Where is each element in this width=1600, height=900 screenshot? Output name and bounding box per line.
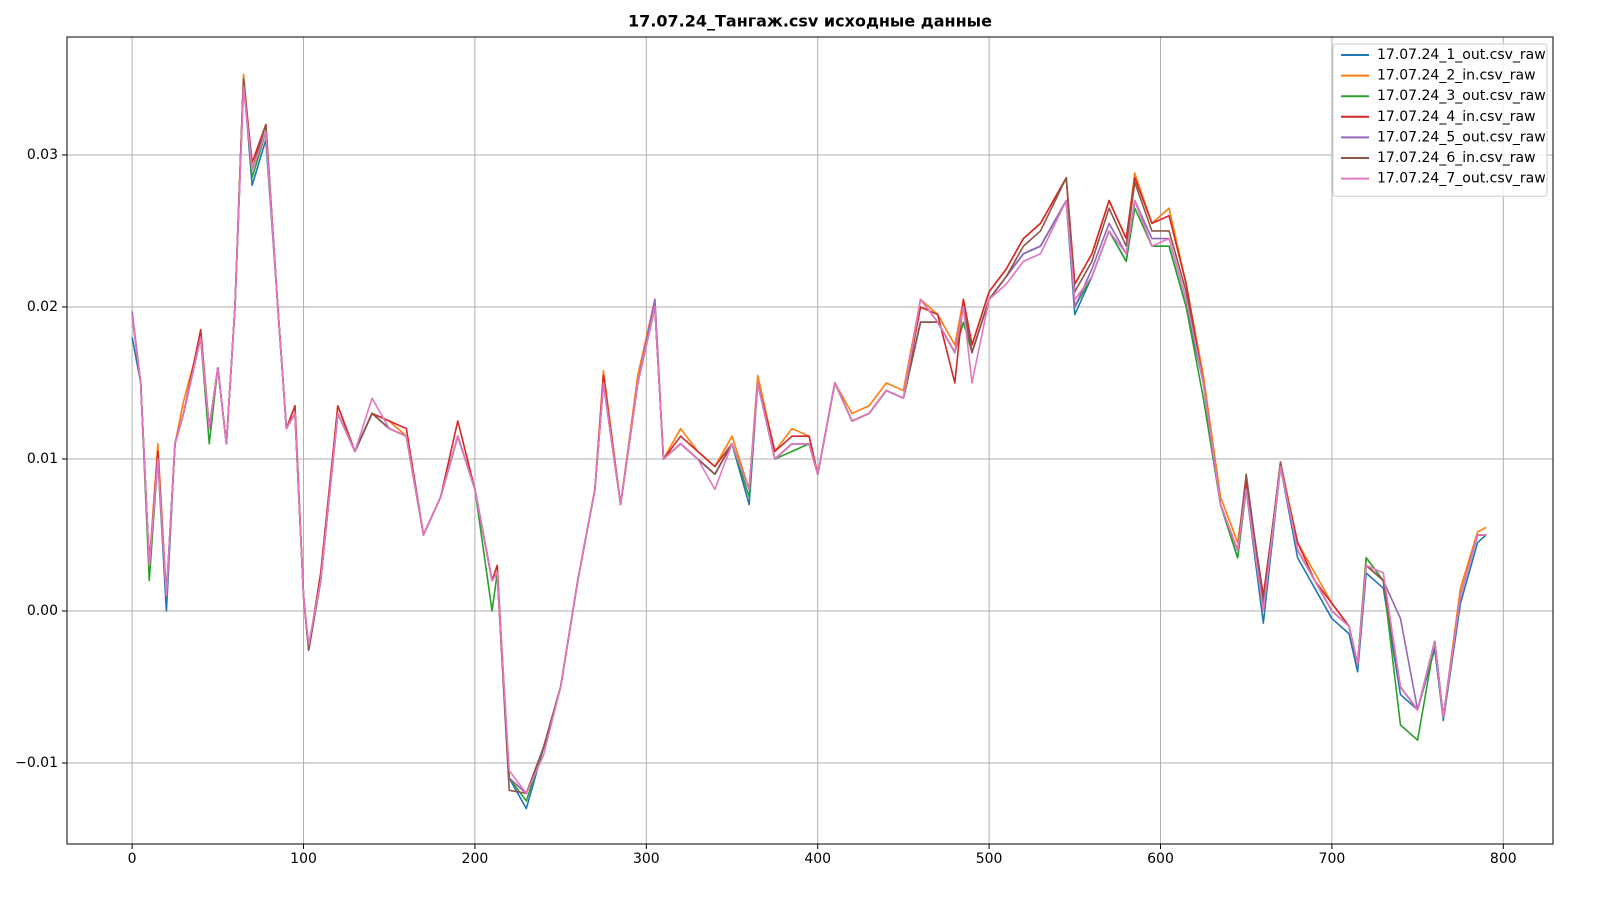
legend-label: 17.07.24_4_in.csv_raw — [1377, 109, 1536, 125]
x-tick-label: 400 — [804, 851, 831, 867]
series-line — [131, 85, 1487, 795]
y-tick-label: −0.01 — [15, 755, 58, 771]
x-tick-label: 200 — [462, 851, 489, 867]
y-tick-label: 0.02 — [27, 299, 58, 315]
axes-frame — [66, 36, 1554, 845]
x-tick-label: 500 — [976, 851, 1003, 867]
legend: 17.07.24_1_out.csv_raw 17.07.24_2_in.csv_… — [1332, 43, 1548, 197]
legend-label: 17.07.24_6_in.csv_raw — [1377, 150, 1536, 166]
legend-box — [1332, 43, 1548, 197]
legend-label: 17.07.24_7_out.csv_raw — [1377, 171, 1546, 187]
chart-title: 17.07.24_Тангаж.csv исходные данные — [628, 12, 992, 31]
legend-label: 17.07.24_1_out.csv_raw — [1377, 47, 1546, 63]
legend-label: 17.07.24_2_in.csv_raw — [1377, 68, 1536, 84]
legend-label: 17.07.24_5_out.csv_raw — [1377, 129, 1546, 145]
y-tick-label: 0.00 — [27, 603, 58, 619]
x-tick-label: 800 — [1490, 851, 1517, 867]
y-tick-label: 0.03 — [27, 147, 58, 163]
x-tick-label: 600 — [1147, 851, 1174, 867]
x-tick-label: 100 — [290, 851, 317, 867]
x-tick-label: 0 — [128, 851, 137, 867]
legend-label: 17.07.24_3_out.csv_raw — [1377, 88, 1546, 104]
x-tick-label: 300 — [633, 851, 660, 867]
y-tick-label: 0.01 — [27, 451, 58, 467]
x-tick-label: 700 — [1319, 851, 1346, 867]
